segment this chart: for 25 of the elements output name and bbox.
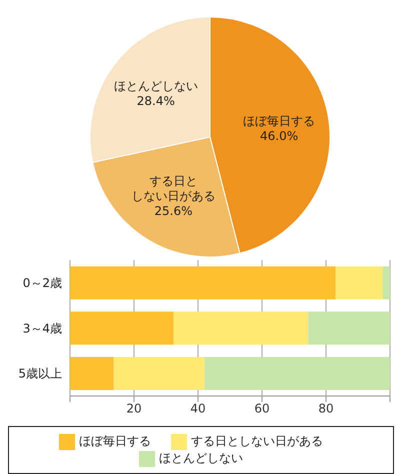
- bar: [382, 266, 390, 300]
- y-tick-label: 5歳以上: [18, 366, 62, 381]
- bar: [174, 312, 308, 345]
- legend-label: ほぼ毎日する: [79, 434, 151, 448]
- y-tick-label: 0～2歳: [22, 276, 62, 290]
- bar: [70, 266, 336, 300]
- bar: [70, 312, 174, 345]
- bar: [308, 312, 390, 345]
- data-label: 46.0%: [260, 128, 298, 143]
- x-tick-label: 60: [254, 402, 270, 416]
- bar: [204, 357, 390, 390]
- y-tick-label: 3～4歳: [22, 321, 62, 336]
- slice-label: する日としない日がある: [131, 174, 216, 204]
- data-label: 28.4%: [136, 94, 175, 108]
- bar: [114, 357, 204, 390]
- slice-label: ほぼ毎日する: [243, 114, 316, 128]
- x-tick-label: 80: [318, 402, 334, 416]
- x-tick-label: 40: [190, 402, 206, 416]
- bar: [70, 357, 114, 390]
- bar: [336, 266, 383, 300]
- data-label: 25.6%: [154, 204, 193, 218]
- x-tick-label: 20: [126, 402, 142, 416]
- legend-label: ほとんどしない: [159, 451, 243, 465]
- slice-label: ほとんどしない: [114, 78, 198, 93]
- legend-label: する日としない日がある: [191, 434, 323, 448]
